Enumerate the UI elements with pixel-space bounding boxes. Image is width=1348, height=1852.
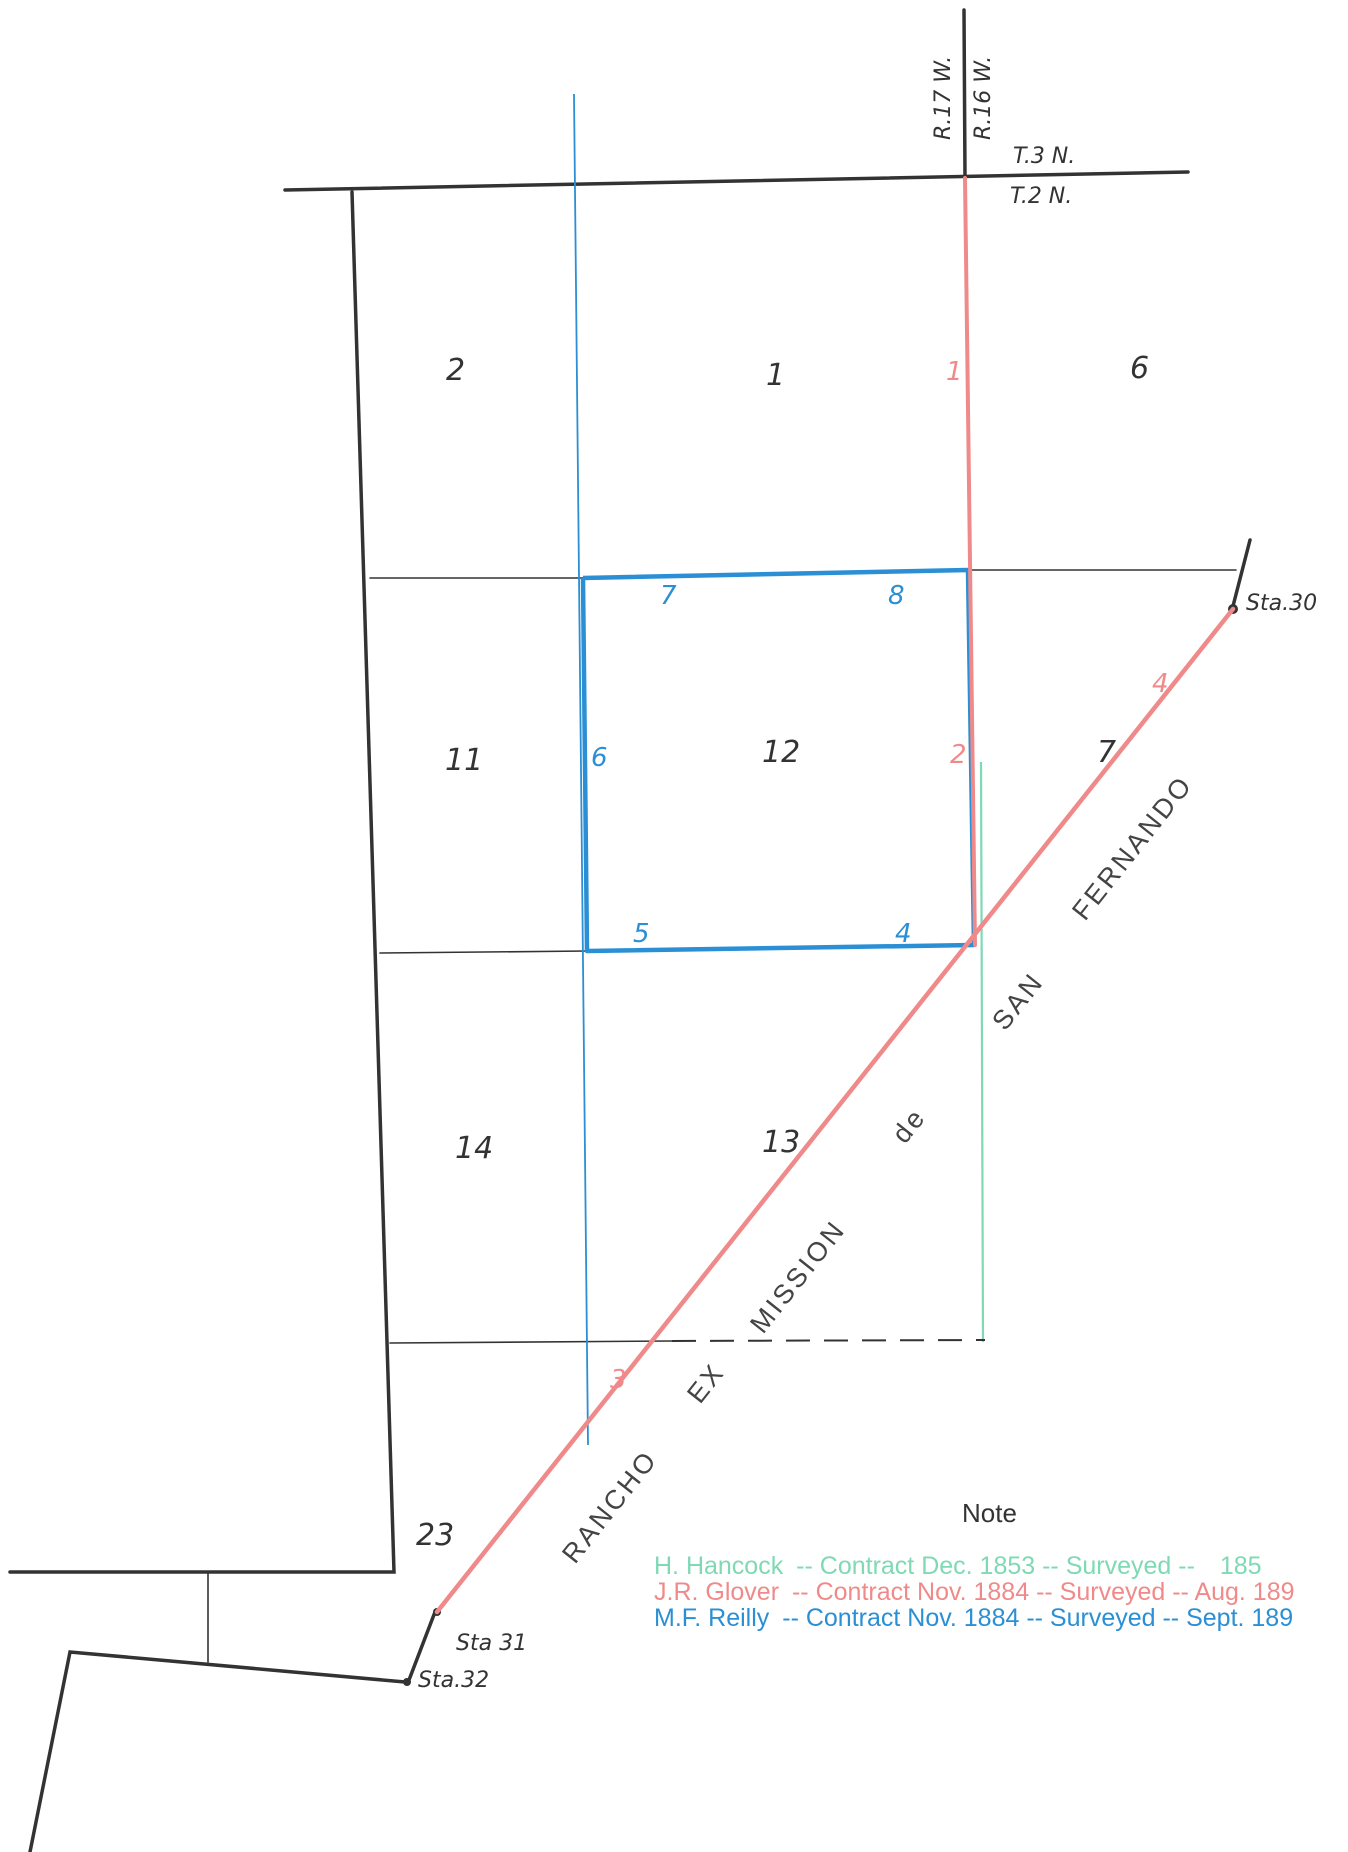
station-30-label: Sta.30 bbox=[1246, 591, 1317, 616]
station-labels: Sta.30 Sta 31 Sta.32 bbox=[418, 591, 1317, 1693]
note-year-hancock: 185 bbox=[1220, 1552, 1262, 1580]
note-surveyor-glover: J.R. Glover bbox=[654, 1578, 779, 1606]
blue-corner-8: 8 bbox=[888, 581, 905, 611]
township-label-south: T.2 N. bbox=[1010, 184, 1072, 209]
red-survey-lines bbox=[434, 176, 1236, 1615]
section-numbers: 2 1 6 11 12 7 14 13 23 bbox=[416, 351, 1149, 1553]
station-31-label: Sta 31 bbox=[456, 1631, 527, 1656]
dashed-boundary-line bbox=[671, 1339, 986, 1342]
section-13: 13 bbox=[762, 1125, 800, 1160]
blue-corner-4: 4 bbox=[895, 919, 912, 949]
note-line-hancock: H. Hancock -- Contract Dec. 1853 -- Surv… bbox=[654, 1552, 1262, 1580]
range-line bbox=[962, 8, 967, 180]
red-corner-numbers: 1 2 3 4 bbox=[610, 357, 1169, 1395]
section-12: 12 bbox=[762, 735, 800, 770]
township-line bbox=[283, 170, 1190, 192]
note-title: Note bbox=[962, 1498, 1017, 1528]
station-32-label: Sta.32 bbox=[418, 1668, 489, 1693]
section-1: 1 bbox=[766, 358, 785, 393]
range-label-east: R.16 W. bbox=[971, 56, 996, 140]
red-corner-2: 2 bbox=[950, 740, 967, 770]
section-2: 2 bbox=[446, 353, 465, 388]
rancho-word-rancho: RANCHO bbox=[556, 1444, 663, 1568]
section-14: 14 bbox=[455, 1131, 493, 1166]
red-corner-1: 1 bbox=[946, 357, 963, 387]
blue-range-line bbox=[573, 93, 589, 1446]
rancho-word-san: SAN bbox=[986, 967, 1050, 1036]
section-7: 7 bbox=[1097, 735, 1116, 770]
sta31-offset-line bbox=[407, 1610, 437, 1682]
survey-note: Note H. Hancock -- Contract Dec. 1853 --… bbox=[654, 1498, 1295, 1632]
blue-corner-7: 7 bbox=[660, 581, 677, 611]
note-surveyor-hancock: H. Hancock bbox=[654, 1552, 784, 1580]
note-contract-glover: -- Contract Nov. 1884 -- Surveyed -- Aug… bbox=[792, 1578, 1295, 1606]
rancho-word-mission: MISSION bbox=[744, 1214, 851, 1338]
note-contract-hancock: -- Contract Dec. 1853 -- Surveyed -- bbox=[796, 1552, 1195, 1580]
note-line-reilly: M.F. Reilly -- Contract Nov. 1884 -- Sur… bbox=[654, 1604, 1293, 1632]
note-line-glover: J.R. Glover -- Contract Nov. 1884 -- Sur… bbox=[654, 1578, 1295, 1606]
section-11: 11 bbox=[445, 743, 483, 778]
black-boundary-lines bbox=[8, 8, 1252, 1852]
section-23: 23 bbox=[416, 1518, 454, 1553]
section-line-13-24 bbox=[389, 1340, 673, 1344]
west-boundary bbox=[8, 190, 396, 1574]
red-range-line bbox=[963, 176, 977, 947]
section-line-12-13 bbox=[379, 950, 588, 954]
sta32-dot bbox=[403, 1678, 411, 1686]
rancho-boundary-line bbox=[434, 606, 1236, 1615]
rancho-word-ex: EX bbox=[681, 1357, 731, 1409]
red-corner-3: 3 bbox=[610, 1365, 627, 1395]
south-boundary bbox=[28, 1650, 407, 1852]
range-labels: R.17 W. R.16 W. bbox=[931, 56, 996, 140]
rancho-name-label: RANCHO EX MISSION de SAN FERNANDO bbox=[556, 770, 1199, 1569]
rancho-word-de: de bbox=[886, 1102, 932, 1149]
blue-corner-5: 5 bbox=[633, 919, 650, 949]
township-label-north: T.3 N. bbox=[1013, 144, 1075, 169]
blue-corner-numbers: 7 8 6 5 4 bbox=[591, 581, 912, 949]
note-contract-reilly: -- Contract Nov. 1884 -- Surveyed -- Sep… bbox=[782, 1604, 1293, 1632]
red-corner-4: 4 bbox=[1152, 669, 1169, 699]
blue-corner-6: 6 bbox=[591, 743, 608, 773]
green-survey-line bbox=[979, 761, 985, 1343]
range-label-west: R.17 W. bbox=[931, 56, 956, 140]
section-6: 6 bbox=[1130, 351, 1149, 386]
green-survey-lines bbox=[979, 761, 985, 1343]
township-labels: T.3 N. T.2 N. bbox=[1010, 144, 1075, 209]
note-surveyor-reilly: M.F. Reilly bbox=[654, 1604, 770, 1632]
sta30-offset-line bbox=[1230, 538, 1252, 612]
